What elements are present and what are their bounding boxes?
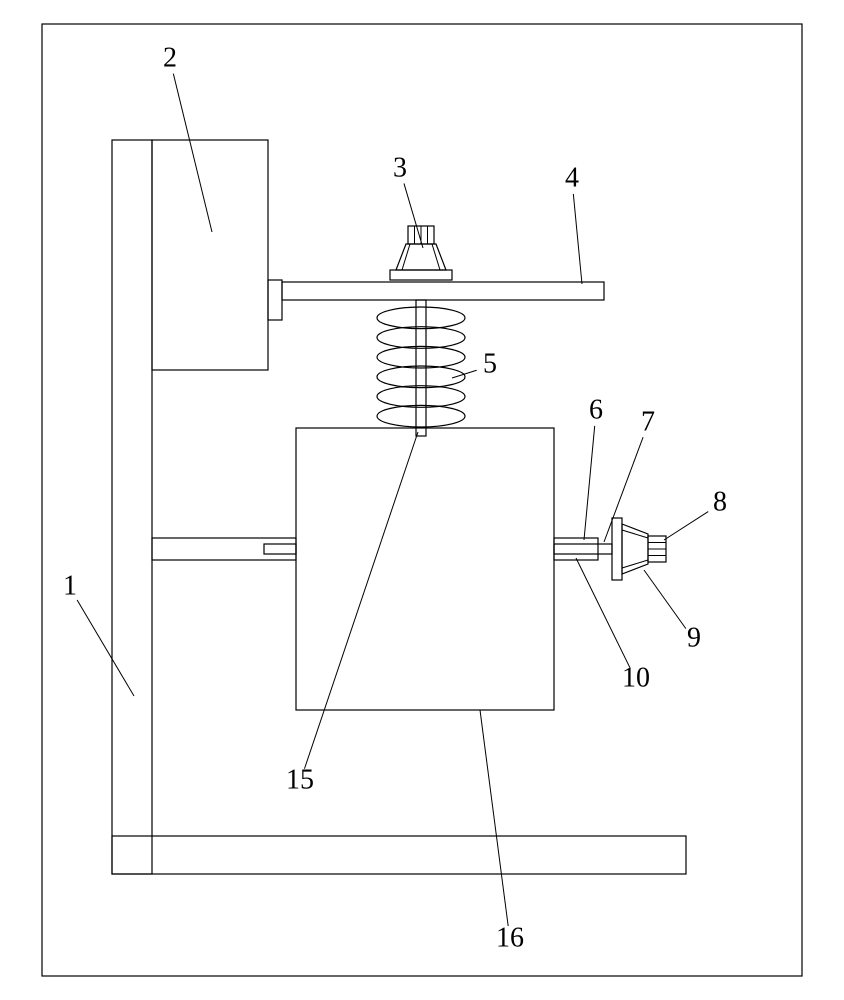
column-neck [268, 280, 282, 320]
callout-label-5: 5 [483, 348, 497, 379]
side-motor [612, 518, 666, 580]
callout-label-8: 8 [713, 486, 727, 517]
main-block [296, 428, 554, 710]
upper-column [152, 140, 268, 370]
arm-plate [282, 282, 604, 300]
leader-8 [664, 512, 708, 540]
base-vertical [112, 140, 152, 874]
leader-15 [304, 432, 418, 769]
callout-label-15: 15 [286, 764, 314, 795]
callout-label-6: 6 [589, 394, 603, 425]
base-horizontal [112, 836, 686, 874]
top-motor [390, 226, 452, 280]
leader-3 [404, 183, 423, 248]
callout-label-1: 1 [63, 570, 77, 601]
callout-label-7: 7 [641, 406, 655, 437]
callout-label-10: 10 [622, 662, 650, 693]
left-arm-inner [264, 544, 296, 554]
leader-2 [173, 74, 212, 232]
callout-label-3: 3 [393, 152, 407, 183]
right-stub-outer [554, 538, 598, 560]
frame-border [42, 24, 802, 976]
callout-label-9: 9 [687, 622, 701, 653]
leader-6 [584, 426, 595, 540]
right-stub-inner [554, 544, 612, 554]
callout-label-4: 4 [565, 162, 579, 193]
leader-7 [604, 437, 643, 542]
leader-4 [573, 194, 582, 284]
leader-5 [452, 370, 477, 378]
leader-16 [480, 710, 508, 926]
leader-1 [77, 600, 134, 696]
callout-label-16: 16 [496, 922, 524, 953]
spring [377, 307, 465, 427]
callout-label-2: 2 [163, 42, 177, 73]
left-arm-mount [152, 538, 296, 560]
leader-9 [644, 570, 686, 629]
